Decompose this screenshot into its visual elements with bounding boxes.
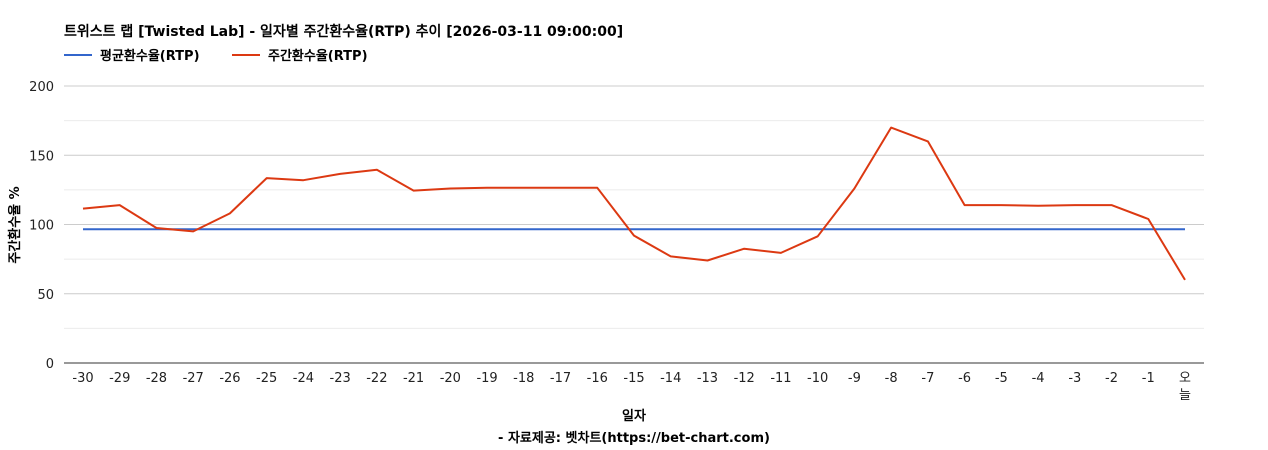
x-tick-label: -23 bbox=[330, 371, 351, 386]
x-tick-label: -24 bbox=[293, 371, 314, 386]
legend-label-weekly: 주간환수율(RTP) bbox=[268, 48, 368, 64]
y-tick-label: 0 bbox=[46, 357, 54, 372]
legend-label-average: 평균환수율(RTP) bbox=[100, 48, 200, 64]
x-tick-label: -16 bbox=[587, 371, 608, 386]
x-tick-label: -22 bbox=[366, 371, 387, 386]
x-tick-label: -14 bbox=[660, 371, 681, 386]
series-line-weekly[interactable] bbox=[82, 126, 1186, 281]
x-tick-label: -28 bbox=[146, 371, 167, 386]
x-tick-label: -12 bbox=[734, 371, 755, 386]
x-tick-label: -15 bbox=[623, 371, 644, 386]
series-lines bbox=[82, 126, 1186, 281]
x-tick-label: -6 bbox=[958, 371, 971, 386]
y-tick-label: 100 bbox=[29, 219, 54, 234]
x-tick-label: -26 bbox=[219, 371, 240, 386]
legend: 평균환수율(RTP) 주간환수율(RTP) bbox=[64, 48, 368, 64]
x-tick-label: -4 bbox=[1032, 371, 1045, 386]
x-tick-label: -25 bbox=[256, 371, 277, 386]
x-tick-label: -9 bbox=[848, 371, 861, 386]
chart-title: 트위스트 랩 [Twisted Lab] - 일자별 주간환수율(RTP) 추이… bbox=[64, 23, 623, 40]
x-tick-label: -2 bbox=[1105, 371, 1118, 386]
y-axis-ticks: 0 50 100 150 200 bbox=[29, 80, 54, 372]
x-axis-title: 일자 bbox=[622, 409, 646, 424]
x-tick-label: -5 bbox=[995, 371, 1008, 386]
x-tick-label: -19 bbox=[476, 371, 497, 386]
x-tick-label: -18 bbox=[513, 371, 534, 386]
y-tick-label: 150 bbox=[29, 149, 54, 164]
x-tick-label: -21 bbox=[403, 371, 424, 386]
x-tick-label: -13 bbox=[697, 371, 718, 386]
x-tick-label: -17 bbox=[550, 371, 571, 386]
x-tick-label: -11 bbox=[770, 371, 791, 386]
legend-item-average[interactable]: 평균환수율(RTP) bbox=[64, 48, 200, 64]
x-tick-label: -27 bbox=[183, 371, 204, 386]
x-tick-label: -3 bbox=[1068, 371, 1081, 386]
x-tick-label: -1 bbox=[1142, 371, 1155, 386]
legend-item-weekly[interactable]: 주간환수율(RTP) bbox=[232, 48, 368, 64]
x-tick-label: -8 bbox=[885, 371, 898, 386]
x-tick-label: -20 bbox=[440, 371, 461, 386]
x-tick-label: -30 bbox=[72, 371, 93, 386]
y-axis-title: 주간환수율 % bbox=[7, 186, 23, 263]
x-tick-label: -29 bbox=[109, 371, 130, 386]
y-tick-label: 200 bbox=[29, 80, 54, 95]
y-tick-label: 50 bbox=[37, 288, 54, 303]
x-axis-ticks: -30 -29 -28 -27 -26 -25 -24 -23 -22 -21 -20 -19 -18 -… bbox=[72, 371, 1191, 403]
source-note: - 자료제공: 벳차트(https://bet-chart.com) bbox=[498, 430, 770, 446]
x-tick-label: -7 bbox=[921, 371, 934, 386]
x-tick-label: -10 bbox=[807, 371, 828, 386]
